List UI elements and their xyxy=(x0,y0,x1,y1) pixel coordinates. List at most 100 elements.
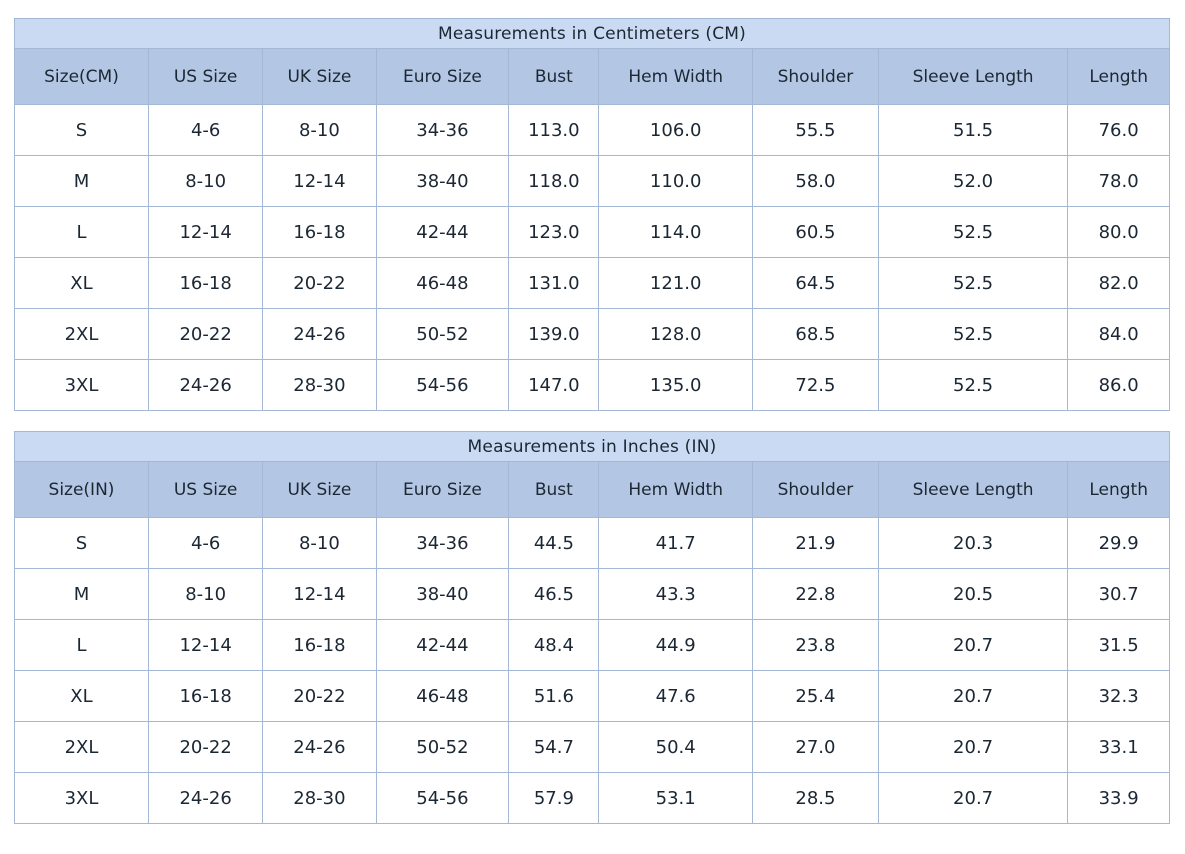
table-cell: 20-22 xyxy=(147,308,264,360)
table-cell: 30.7 xyxy=(1067,568,1170,620)
table-cell: 52.5 xyxy=(877,359,1069,411)
table-cell: 47.6 xyxy=(598,670,753,722)
table-cell: 2XL xyxy=(14,308,149,360)
table-cell: 33.9 xyxy=(1067,772,1170,824)
table-cell: 20.3 xyxy=(877,517,1069,569)
table-cell: 128.0 xyxy=(598,308,753,360)
inch-table-header-row: Size(IN) US Size UK Size Euro Size Bust Hem W… xyxy=(14,461,1170,518)
table-cell: XL xyxy=(14,670,149,722)
column-header: Length xyxy=(1067,461,1170,518)
table-cell: 8-10 xyxy=(262,517,377,569)
table-cell: 12-14 xyxy=(147,619,264,671)
column-header: Shoulder xyxy=(752,48,879,105)
table-cell: 41.7 xyxy=(598,517,753,569)
column-header: Size(CM) xyxy=(14,48,149,105)
table-cell: 55.5 xyxy=(752,104,879,156)
table-cell: 4-6 xyxy=(147,517,264,569)
table-cell: 51.5 xyxy=(877,104,1069,156)
table-cell: 20-22 xyxy=(262,257,377,309)
column-header: Bust xyxy=(508,48,600,105)
column-header: Hem Width xyxy=(598,48,753,105)
cm-table-header-row: Size(CM) US Size UK Size Euro Size Bust Hem W… xyxy=(14,48,1170,105)
cm-table-title: Measurements in Centimeters (CM) xyxy=(14,18,1170,49)
table-cell: 139.0 xyxy=(508,308,600,360)
table-row: 2XL 20-22 24-26 50-52 139.0 128.0 68.5 52.5 84.0 xyxy=(14,308,1170,360)
table-cell: 131.0 xyxy=(508,257,600,309)
table-cell: 54-56 xyxy=(375,772,510,824)
table-cell: 52.5 xyxy=(877,308,1069,360)
table-cell: 23.8 xyxy=(752,619,879,671)
table-cell: 54.7 xyxy=(508,721,600,773)
table-cell: 16-18 xyxy=(147,670,264,722)
inch-size-table: Measurements in Inches (IN) Size(IN) US S… xyxy=(14,431,1170,824)
table-cell: 12-14 xyxy=(262,568,377,620)
table-cell: 52.5 xyxy=(877,257,1069,309)
column-header: US Size xyxy=(147,48,264,105)
table-cell: 76.0 xyxy=(1067,104,1170,156)
inch-table-title-row: Measurements in Inches (IN) xyxy=(14,431,1170,462)
table-cell: M xyxy=(14,155,149,207)
table-cell: 46-48 xyxy=(375,257,510,309)
table-cell: 48.4 xyxy=(508,619,600,671)
cm-table-body: S 4-6 8-10 34-36 113.0 106.0 55.5 51.5 76.0 M 8-10… xyxy=(14,104,1170,411)
table-cell: 123.0 xyxy=(508,206,600,258)
table-row: S 4-6 8-10 34-36 113.0 106.0 55.5 51.5 76.0 xyxy=(14,104,1170,156)
table-cell: 33.1 xyxy=(1067,721,1170,773)
column-header: Shoulder xyxy=(752,461,879,518)
table-cell: 12-14 xyxy=(147,206,264,258)
table-cell: 21.9 xyxy=(752,517,879,569)
table-cell: 20.5 xyxy=(877,568,1069,620)
table-cell: 58.0 xyxy=(752,155,879,207)
table-cell: 54-56 xyxy=(375,359,510,411)
table-cell: 68.5 xyxy=(752,308,879,360)
table-cell: 3XL xyxy=(14,772,149,824)
table-cell: 57.9 xyxy=(508,772,600,824)
inch-table-title: Measurements in Inches (IN) xyxy=(14,431,1170,462)
table-cell: 51.6 xyxy=(508,670,600,722)
table-row: L 12-14 16-18 42-44 123.0 114.0 60.5 52.5 80.0 xyxy=(14,206,1170,258)
table-cell: 84.0 xyxy=(1067,308,1170,360)
table-cell: 3XL xyxy=(14,359,149,411)
table-cell: M xyxy=(14,568,149,620)
table-cell: 46.5 xyxy=(508,568,600,620)
table-cell: 82.0 xyxy=(1067,257,1170,309)
table-cell: 38-40 xyxy=(375,155,510,207)
table-cell: 22.8 xyxy=(752,568,879,620)
table-cell: 147.0 xyxy=(508,359,600,411)
table-cell: 110.0 xyxy=(598,155,753,207)
table-row: 3XL 24-26 28-30 54-56 57.9 53.1 28.5 20.7 33.9 xyxy=(14,772,1170,824)
table-cell: 24-26 xyxy=(147,772,264,824)
table-cell: 31.5 xyxy=(1067,619,1170,671)
table-cell: 16-18 xyxy=(147,257,264,309)
table-cell: 32.3 xyxy=(1067,670,1170,722)
table-row: 2XL 20-22 24-26 50-52 54.7 50.4 27.0 20.7 33.1 xyxy=(14,721,1170,773)
table-cell: 20.7 xyxy=(877,772,1069,824)
column-header: Euro Size xyxy=(375,48,510,105)
table-cell: 28-30 xyxy=(262,359,377,411)
table-cell: 121.0 xyxy=(598,257,753,309)
table-cell: 24-26 xyxy=(262,721,377,773)
table-cell: 27.0 xyxy=(752,721,879,773)
table-cell: 50-52 xyxy=(375,308,510,360)
table-cell: 16-18 xyxy=(262,206,377,258)
table-cell: 44.9 xyxy=(598,619,753,671)
table-cell: 20.7 xyxy=(877,619,1069,671)
table-cell: 52.5 xyxy=(877,206,1069,258)
table-cell: 8-10 xyxy=(147,155,264,207)
table-cell: 12-14 xyxy=(262,155,377,207)
table-cell: S xyxy=(14,104,149,156)
table-cell: XL xyxy=(14,257,149,309)
table-cell: 38-40 xyxy=(375,568,510,620)
table-cell: 46-48 xyxy=(375,670,510,722)
table-cell: 34-36 xyxy=(375,517,510,569)
table-cell: 135.0 xyxy=(598,359,753,411)
column-header: Sleeve Length xyxy=(877,48,1069,105)
table-cell: L xyxy=(14,619,149,671)
column-header: UK Size xyxy=(262,461,377,518)
column-header: US Size xyxy=(147,461,264,518)
table-cell: 24-26 xyxy=(262,308,377,360)
table-cell: 28.5 xyxy=(752,772,879,824)
table-cell: 43.3 xyxy=(598,568,753,620)
cm-size-table: Measurements in Centimeters (CM) Size(CM… xyxy=(14,18,1170,411)
